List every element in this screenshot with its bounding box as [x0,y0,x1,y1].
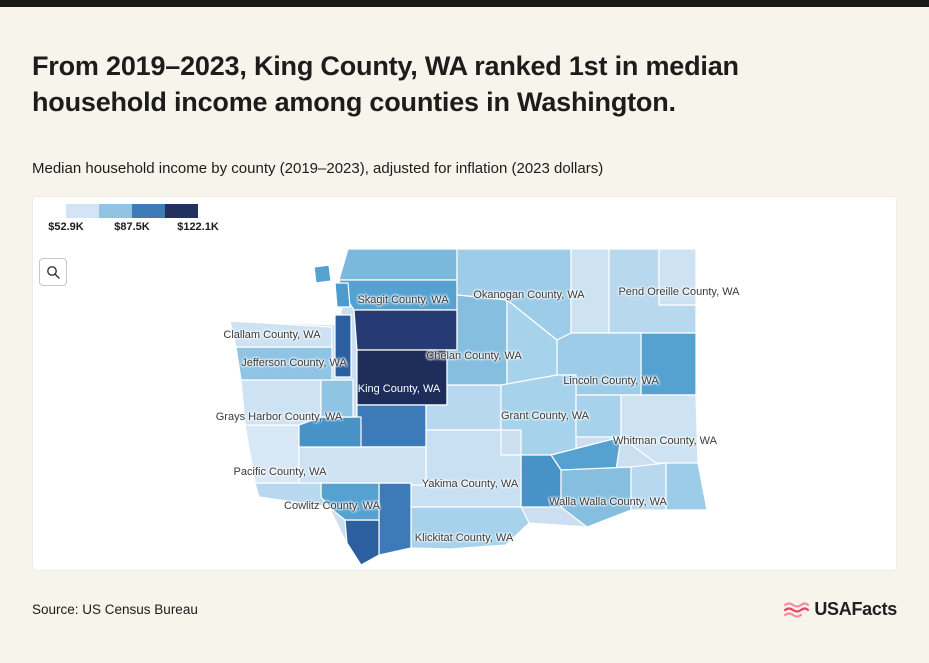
legend-swatch-1 [66,204,99,219]
legend-swatch-3 [132,204,165,219]
footer: Source: US Census Bureau USAFacts [32,599,897,620]
legend-mid-label: $87.5K [114,221,150,234]
county-clallam[interactable] [229,320,333,348]
county-pierce[interactable] [356,404,427,448]
county-kitsap[interactable] [334,314,352,378]
top-accent-bar [0,0,929,7]
county-ferry[interactable] [570,248,610,334]
washington-choropleth-map[interactable]: Skagit County, WA Okanogan County, WA Pe… [211,245,767,570]
legend-swatch-4 [165,204,198,219]
county-klickitat[interactable] [410,506,530,550]
source-attribution: Source: US Census Bureau [32,602,198,618]
county-benton[interactable] [520,454,562,508]
search-icon [47,266,60,279]
county-snohomish[interactable] [353,309,458,351]
county-jefferson[interactable] [235,346,333,381]
county-skamania[interactable] [378,482,412,556]
county-grays-harbor[interactable] [240,379,322,426]
chart-card: $52.9K $87.5K $122.1K [32,196,897,572]
county-skagit[interactable] [338,279,458,311]
map-search-button[interactable] [39,258,67,287]
legend: $52.9K $87.5K $122.1K [48,204,219,235]
county-king[interactable] [356,349,448,406]
map-svg [229,248,708,567]
usafacts-flag-icon [784,602,810,618]
legend-labels: $52.9K $87.5K $122.1K [48,221,219,235]
county-whatcom[interactable] [338,248,458,281]
county-clark[interactable] [344,519,380,566]
legend-swatch-2 [99,204,132,219]
county-pacific[interactable] [244,424,300,484]
chart-subtitle: Median household income by county (2019–… [32,160,604,178]
county-walla-walla[interactable] [560,466,632,528]
county-columbia[interactable] [630,462,667,511]
brand-wordmark: USAFacts [814,599,897,620]
legend-color-scale [66,204,198,219]
legend-min-label: $52.9K [48,221,84,234]
county-mason[interactable] [320,379,354,418]
page-title: From 2019–2023, King County, WA ranked 1… [32,51,739,117]
county-adams[interactable] [575,394,622,438]
county-spokane[interactable] [640,332,697,396]
county-pend-oreille[interactable] [658,248,697,306]
county-lewis[interactable] [298,446,427,486]
page: From 2019–2023, King County, WA ranked 1… [0,49,929,620]
county-cowlitz[interactable] [320,482,380,521]
county-garfield-asotin[interactable] [665,462,708,511]
county-island[interactable] [334,282,351,308]
legend-max-label: $122.1K [177,221,219,234]
usafacts-logo: USAFacts [783,599,897,620]
county-thurston[interactable] [298,416,362,448]
county-wahkiakum[interactable] [254,482,330,508]
county-san-juan[interactable] [313,264,332,284]
